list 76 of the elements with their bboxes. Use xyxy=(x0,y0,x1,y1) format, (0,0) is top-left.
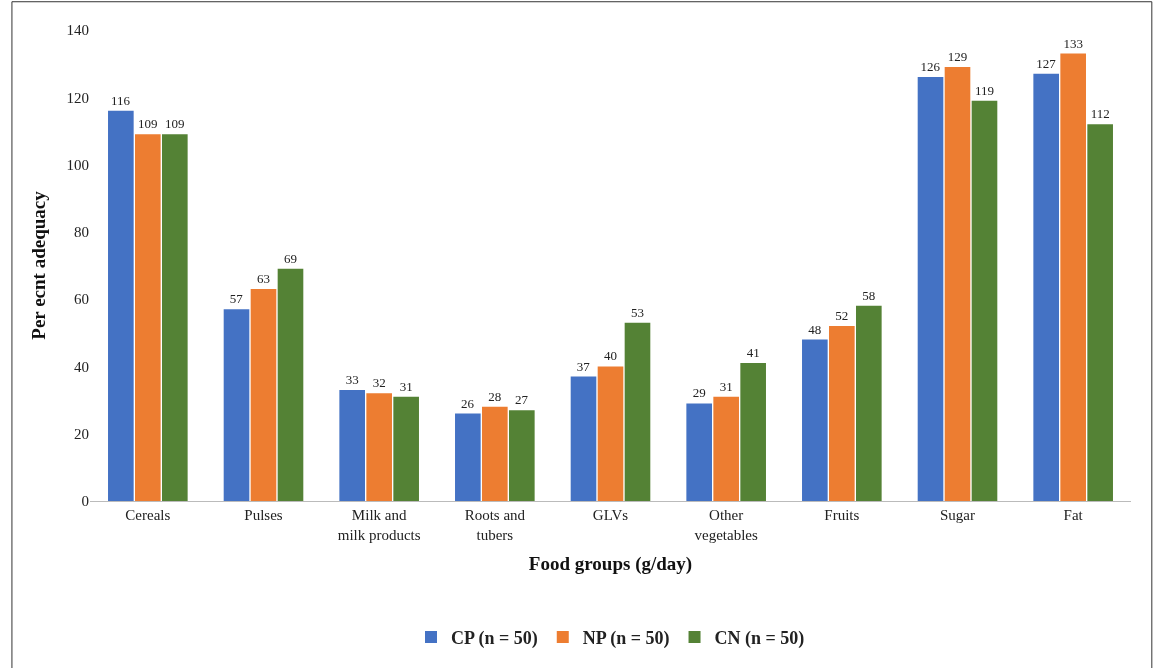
data-label: 26 xyxy=(461,395,475,411)
bar xyxy=(339,389,365,501)
data-label: 37 xyxy=(576,358,591,374)
bar xyxy=(135,134,161,501)
y-tick-label: 0 xyxy=(81,493,89,510)
data-label: 69 xyxy=(283,250,297,266)
data-label: 133 xyxy=(1063,35,1083,51)
legend-label: NP (n = 50) xyxy=(582,627,670,649)
data-label: 32 xyxy=(372,375,386,391)
data-label: 58 xyxy=(862,287,876,303)
y-tick-label: 60 xyxy=(74,291,89,308)
x-tick-label: Pulses xyxy=(244,507,283,523)
x-tick-label: Roots and tubers xyxy=(464,507,526,543)
data-label: 48 xyxy=(808,321,822,337)
data-label: 52 xyxy=(835,308,849,324)
data-label: 31 xyxy=(399,378,413,394)
data-label: 126 xyxy=(920,59,941,75)
bar xyxy=(971,100,998,501)
x-tick-label: Fat xyxy=(1063,507,1084,523)
bar xyxy=(944,67,971,501)
x-tick-label: GLVs xyxy=(592,507,629,523)
bar xyxy=(917,77,944,501)
x-tick-label: Sugar xyxy=(940,507,975,523)
bar xyxy=(108,110,134,501)
y-tick-label: 120 xyxy=(66,89,89,106)
bar xyxy=(1060,53,1086,501)
bar xyxy=(366,393,392,501)
bar xyxy=(250,289,277,501)
bar xyxy=(740,363,766,501)
y-tick-label: 100 xyxy=(66,156,89,173)
data-label: 31 xyxy=(719,378,733,394)
x-tick-label: Cereals xyxy=(125,507,171,523)
data-label: 112 xyxy=(1090,106,1110,122)
data-label: 41 xyxy=(746,345,760,361)
legend-label: CP (n = 50) xyxy=(451,627,538,649)
bar xyxy=(455,413,481,501)
x-axis-title: Food groups (g/day) xyxy=(528,553,693,576)
bar xyxy=(802,339,828,501)
data-label: 33 xyxy=(345,371,359,387)
data-label: 29 xyxy=(692,385,706,401)
bar xyxy=(829,326,855,501)
y-tick-label: 140 xyxy=(66,22,89,39)
data-label: 63 xyxy=(257,271,270,287)
data-label: 28 xyxy=(488,388,502,404)
data-label: 119 xyxy=(974,82,995,98)
bar xyxy=(1033,73,1059,501)
bar xyxy=(393,396,419,501)
bar xyxy=(509,410,535,501)
bar xyxy=(570,376,597,501)
bar xyxy=(624,322,651,501)
bar xyxy=(713,396,739,501)
data-label: 40 xyxy=(604,348,617,364)
y-tick-label: 80 xyxy=(74,224,89,241)
data-label: 109 xyxy=(165,116,185,132)
data-label: 27 xyxy=(515,392,529,408)
bar xyxy=(597,366,624,501)
x-tick-label: Fruits xyxy=(824,507,860,523)
legend-label: CN (n = 50) xyxy=(714,627,805,649)
data-label: 53 xyxy=(630,304,644,320)
data-label: 127 xyxy=(1036,55,1057,71)
data-label: 57 xyxy=(229,291,244,307)
bar xyxy=(1087,124,1113,501)
y-axis-title: Per ecnt adequacy xyxy=(28,190,50,340)
bar xyxy=(856,305,882,501)
bar xyxy=(482,406,508,501)
data-label: 116 xyxy=(111,92,131,108)
data-label: 109 xyxy=(138,116,158,132)
data-label: 129 xyxy=(947,49,968,65)
y-tick-label: 40 xyxy=(74,358,89,375)
bar xyxy=(277,268,304,501)
bar xyxy=(223,309,250,501)
bar xyxy=(162,134,188,501)
x-tick-label: Other vegetables xyxy=(694,507,758,543)
bar xyxy=(686,403,712,501)
x-tick-label: Milk and milk products xyxy=(337,507,421,543)
y-tick-label: 20 xyxy=(74,425,89,442)
